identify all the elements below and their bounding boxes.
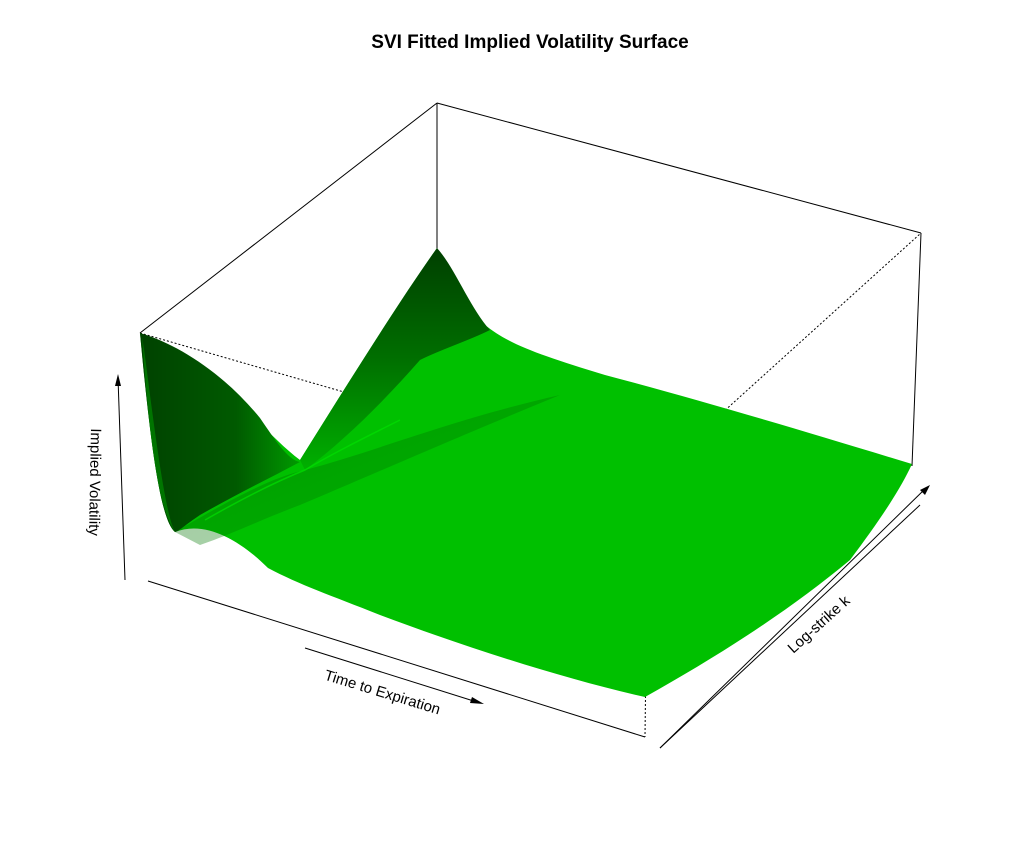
box-edge [436, 102, 922, 234]
x-axis-arrowhead [470, 697, 484, 704]
volatility-surface [140, 248, 912, 697]
y-axis-arrowhead [920, 485, 930, 495]
z-axis: Implied Volatility [85, 374, 126, 581]
chart-title: SVI Fitted Implied Volatility Surface [371, 32, 688, 53]
surface-valley-shading [175, 395, 560, 545]
x-axis-arrow [304, 647, 481, 704]
y-axis-line [659, 504, 921, 749]
z-axis-arrow [117, 377, 126, 581]
x-axis-line [147, 580, 646, 738]
surface-front-face [140, 248, 912, 697]
z-axis-arrowhead [115, 374, 121, 386]
z-axis-label: Implied Volatility [85, 428, 104, 536]
surface-fold-line [204, 419, 401, 521]
box-edge [911, 232, 922, 467]
box-edge [139, 102, 438, 334]
surface-back-ridge [300, 248, 490, 470]
x-axis-label: Time to Expiration [322, 667, 442, 718]
surface-left-wall [140, 333, 300, 532]
y-axis-arrow [659, 487, 927, 749]
